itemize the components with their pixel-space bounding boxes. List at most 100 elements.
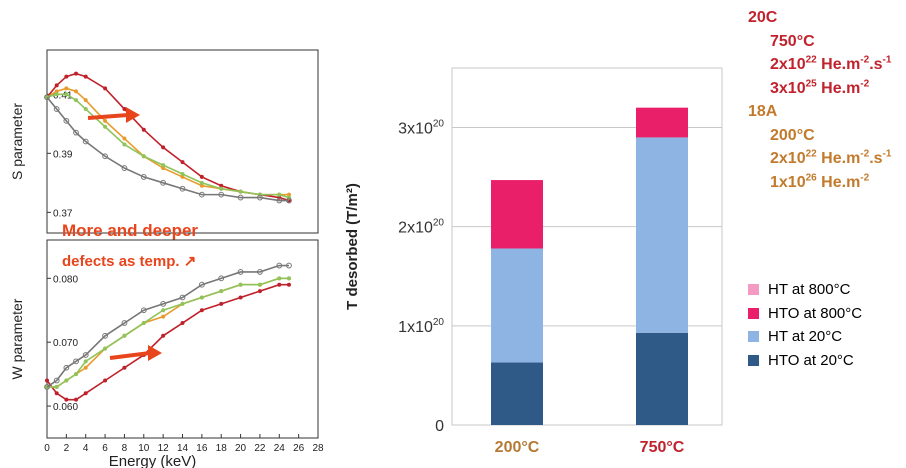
data-point <box>286 282 291 287</box>
data-point <box>64 86 69 91</box>
y-tick-label: 0 <box>435 418 444 435</box>
data-point <box>122 136 127 141</box>
data-point <box>286 192 291 197</box>
data-point <box>64 378 69 383</box>
y-tick-label: 2x1020 <box>398 218 444 237</box>
y-tick-label: 3x1020 <box>398 119 444 138</box>
series-line <box>47 277 289 388</box>
y-tick-label: 1x1020 <box>398 317 444 336</box>
data-point <box>141 321 146 326</box>
conditions-panel: 20C 750°C 2x1022 He.m-2.s-1 3x1025 He.m-… <box>748 6 891 194</box>
series-line <box>46 96 289 202</box>
data-point <box>103 118 108 123</box>
data-point <box>180 301 185 306</box>
legend-label: HT at 800°C <box>768 281 851 299</box>
data-point <box>74 98 79 103</box>
data-point <box>219 301 224 306</box>
data-point <box>83 98 88 103</box>
x-tick-label: 26 <box>293 443 305 454</box>
legend-label: HTO at 800°C <box>768 304 863 322</box>
sample-18a-fluence: 1x1026 He.m-2 <box>770 172 870 191</box>
data-point <box>140 307 147 314</box>
y-tick-label: 0.37 <box>53 208 73 219</box>
x-tick-label: 10 <box>138 443 150 454</box>
data-point <box>121 165 128 171</box>
data-point <box>54 384 59 389</box>
data-point <box>219 183 224 188</box>
data-point <box>198 191 205 198</box>
data-point <box>161 166 166 171</box>
data-point <box>237 269 244 275</box>
x-tick-label: 2 <box>64 443 70 454</box>
bar-segment <box>636 137 688 333</box>
data-point <box>103 86 108 91</box>
data-point <box>286 197 292 204</box>
sample-20c-title: 20C <box>748 9 778 26</box>
data-point <box>238 295 243 300</box>
data-point <box>53 106 60 112</box>
legend-label: HT at 20°C <box>768 328 843 346</box>
data-point <box>161 145 166 150</box>
data-point <box>218 191 225 198</box>
data-point <box>219 186 224 191</box>
data-point <box>199 180 204 185</box>
bar-segment <box>636 107 688 138</box>
data-point <box>199 295 204 300</box>
x-tick-label: 16 <box>196 443 208 454</box>
data-point <box>82 352 89 358</box>
sample-20c-flux: 2x1022 He.m-2.s-1 <box>770 54 892 73</box>
annotation-line-2: defects as temp. ↗ <box>62 253 197 270</box>
y-tick-label: 0.41 <box>53 90 73 101</box>
data-point <box>45 378 49 383</box>
data-point <box>277 276 282 281</box>
data-point <box>103 378 108 383</box>
legend-swatch <box>748 307 759 319</box>
data-point <box>180 321 185 326</box>
sample-20c-fluence: 3x1025 He.m-2 <box>770 78 870 97</box>
data-point <box>74 397 79 402</box>
series-line <box>46 264 289 388</box>
data-point <box>160 179 167 186</box>
data-point <box>53 377 60 384</box>
data-point <box>218 275 225 282</box>
x-tick-label: 12 <box>158 443 170 454</box>
panel-frame <box>46 49 319 234</box>
data-point <box>257 282 262 287</box>
arrow-w-head <box>148 345 162 361</box>
x-tick-label: 22 <box>254 443 266 454</box>
data-point <box>64 74 69 79</box>
data-point <box>122 107 127 112</box>
legend-item: HT at 800°C <box>748 278 862 302</box>
y-tick-label: 0.080 <box>53 274 78 285</box>
data-point <box>83 359 88 364</box>
data-point <box>82 138 89 145</box>
data-point <box>103 346 108 351</box>
data-point <box>286 276 291 281</box>
data-point <box>74 89 79 94</box>
data-point <box>103 124 108 129</box>
data-point <box>277 192 282 197</box>
legend-item: HT at 20°C <box>748 325 862 349</box>
series-line <box>46 93 290 199</box>
data-point <box>44 94 50 101</box>
data-point <box>180 160 185 165</box>
x-tick-label: 0 <box>44 443 50 454</box>
data-point <box>161 314 166 319</box>
data-point <box>199 183 204 188</box>
data-point <box>44 384 50 390</box>
data-point <box>54 92 59 97</box>
y-tick-label: 0.39 <box>53 149 73 160</box>
data-point <box>64 92 69 97</box>
data-point <box>179 294 186 301</box>
legend-item: HTO at 800°C <box>748 302 862 326</box>
positron-charts: 0.41 0.39 0.37 S parameter 0.080 0.070 0.060 W … <box>9 49 324 468</box>
data-point <box>73 358 79 365</box>
data-point <box>83 391 88 396</box>
data-point <box>257 194 263 201</box>
data-point <box>257 269 263 275</box>
data-point <box>122 142 127 147</box>
bar-segment <box>636 332 688 425</box>
data-point <box>122 365 127 370</box>
x-tick-label: 14 <box>177 443 189 454</box>
data-point <box>63 364 70 371</box>
